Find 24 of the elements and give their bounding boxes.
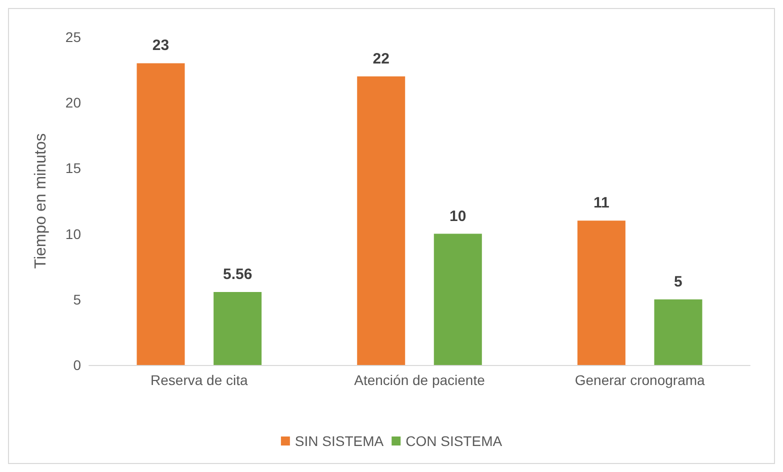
data-label: 22: [372, 50, 390, 68]
legend-label: SIN SISTEMA: [294, 433, 384, 449]
data-label: 11: [594, 194, 610, 212]
y-tick-label: 10: [65, 226, 82, 242]
bar: [214, 292, 262, 365]
data-label: 5: [674, 273, 682, 290]
data-label: 5.56: [222, 266, 252, 284]
y-tick-label: 20: [65, 94, 82, 111]
bar: [654, 299, 702, 365]
y-tick-label: 5: [73, 291, 82, 308]
data-label: 10: [450, 208, 466, 225]
y-tick-label: 15: [65, 160, 82, 176]
legend-label: CON SISTEMA: [406, 433, 503, 449]
x-tick-label: Generar cronograma: [574, 372, 706, 388]
bar: [357, 76, 406, 365]
x-tick-label: Reserva de cita: [150, 372, 248, 388]
bar: [136, 63, 185, 365]
y-axis-title: Tiempo en minutos: [32, 133, 50, 269]
bar: [577, 220, 626, 365]
bar: [434, 234, 482, 365]
x-tick-label: Atención de paciente: [354, 372, 486, 388]
y-tick-label: 0: [73, 357, 82, 373]
y-tick-label: 25: [65, 29, 82, 45]
data-label: 23: [152, 37, 170, 54]
